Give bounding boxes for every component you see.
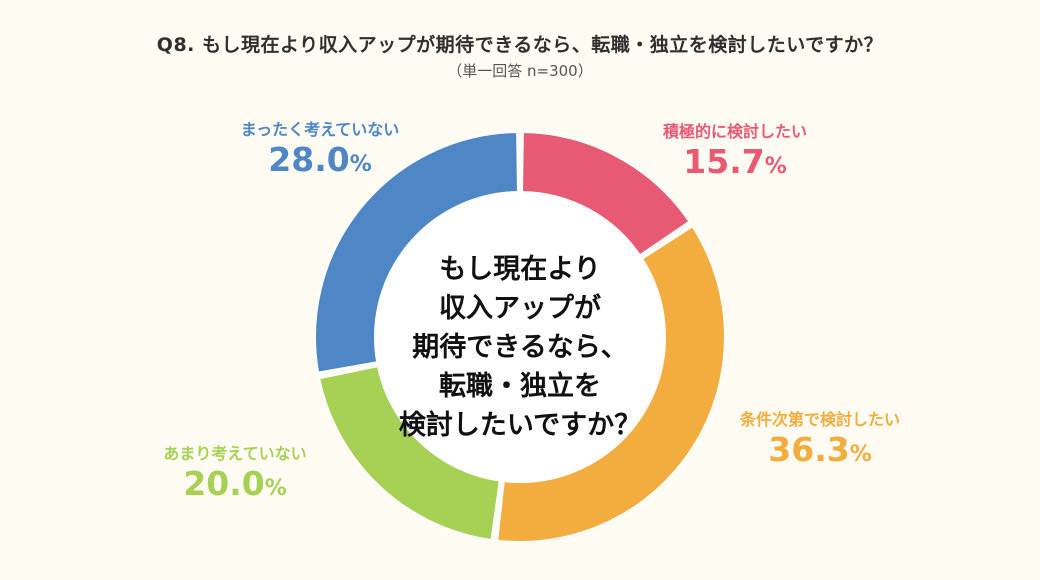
donut-center-question: もし現在より 収入アップが 期待できるなら、 転職・独立を 検討したいですか？: [370, 250, 670, 445]
center-line-4: 転職・独立を: [439, 371, 601, 402]
slice-label-conditional: 条件次第で検討したい 36.3%: [700, 406, 940, 475]
slice-value: 15.7%: [683, 142, 787, 181]
center-line-1: もし現在より: [439, 254, 601, 285]
slice-value: 20.0%: [183, 464, 287, 503]
slice-label-not-at-all: まったく考えていない 28.0%: [200, 116, 440, 185]
slice-label-active: 積極的に検討したい 15.7%: [615, 118, 855, 187]
slice-not-much: [318, 364, 501, 542]
chart-subtitle: （単一回答 n=300）: [447, 62, 593, 80]
center-line-2: 収入アップが: [439, 293, 601, 324]
slice-label-not-much: あまり考えていない 20.0%: [115, 440, 355, 509]
slice-category: まったく考えていない: [240, 120, 400, 139]
slice-category: あまり考えていない: [163, 444, 307, 463]
center-line-3: 期待できるなら、: [412, 332, 628, 363]
slice-conditional: [496, 224, 726, 543]
chart-title: Q8. もし現在より収入アップが期待できるなら、転職・独立を検討したいですか？: [156, 34, 884, 56]
slice-active: [521, 131, 691, 257]
slice-not-at-all: [314, 131, 519, 374]
slice-category: 条件次第で検討したい: [739, 410, 900, 429]
center-line-5: 検討したいですか？: [398, 410, 642, 441]
slice-value: 28.0%: [268, 140, 372, 179]
donut-hole: [376, 193, 664, 481]
slice-category: 積極的に検討したい: [662, 122, 807, 141]
slice-value: 36.3%: [768, 430, 872, 469]
